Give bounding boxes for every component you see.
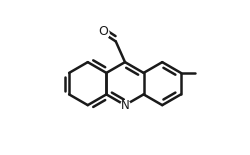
Text: N: N	[121, 99, 130, 112]
Text: O: O	[98, 25, 108, 38]
